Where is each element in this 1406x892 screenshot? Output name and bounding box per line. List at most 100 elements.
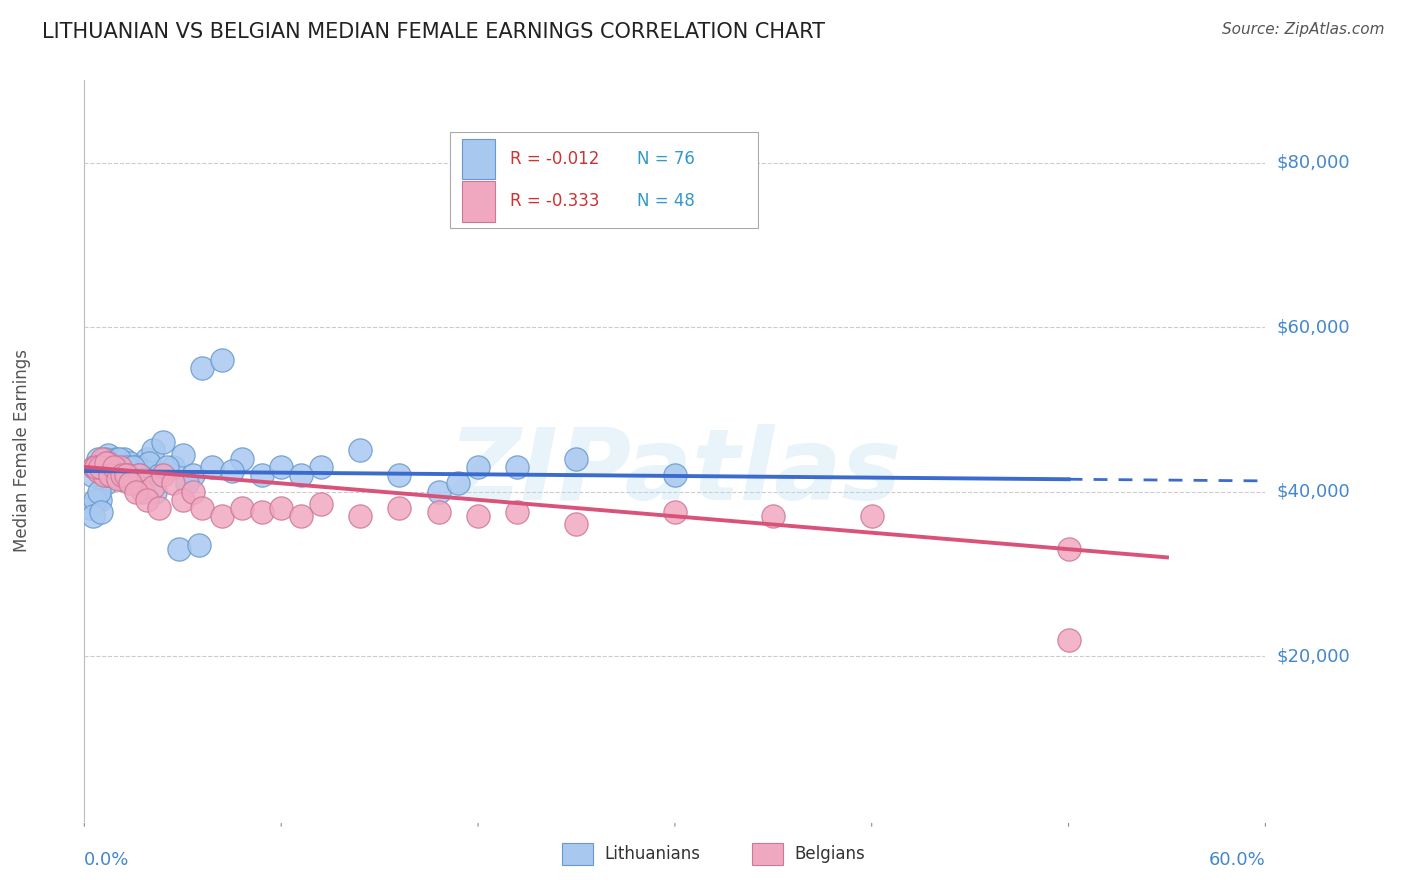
Point [187,538,209,552]
Point [118,468,141,483]
Point [211,509,233,524]
Point [131,468,153,483]
Text: $80,000: $80,000 [1277,153,1350,171]
Point [96,468,118,483]
Point [349,443,371,458]
Point [122,468,145,483]
Point [98,468,121,483]
Point [108,451,131,466]
Point [101,459,124,474]
Point [83,459,105,474]
Point [349,509,371,524]
Point [103,459,125,474]
Point [108,459,131,474]
Point [98,459,121,474]
Text: $60,000: $60,000 [1277,318,1350,336]
Point [181,468,204,483]
Point [156,459,179,474]
Text: Lithuanians: Lithuanians [605,845,700,863]
Point [138,456,160,470]
Point [152,435,174,450]
Point [467,509,489,524]
Point [93,468,115,483]
Point [117,468,139,483]
Point [114,468,136,483]
Point [309,497,332,511]
Point [191,501,214,516]
Point [250,468,273,483]
Text: Median Female Earnings: Median Female Earnings [13,349,31,552]
Point [270,501,292,516]
Point [1057,542,1080,557]
Text: 60.0%: 60.0% [1209,851,1265,869]
FancyBboxPatch shape [450,132,758,228]
Point [84,459,107,474]
Point [136,451,159,466]
Text: R = -0.012: R = -0.012 [509,150,599,168]
Point [79,501,101,516]
Point [231,451,253,466]
Point [128,468,150,483]
Point [565,451,588,466]
Point [122,476,145,491]
Point [84,492,107,507]
Point [565,517,588,532]
Point [124,459,146,474]
Point [664,505,686,519]
Text: N = 76: N = 76 [637,150,695,168]
Point [136,492,159,507]
Point [1057,632,1080,647]
Point [309,459,332,474]
Point [112,472,135,486]
Point [97,448,120,462]
Point [142,480,165,494]
Point [84,459,107,474]
Point [91,468,114,483]
Point [89,459,111,474]
Point [148,468,170,483]
Text: Source: ZipAtlas.com: Source: ZipAtlas.com [1222,22,1385,37]
Point [82,509,104,524]
Point [143,484,166,499]
Point [664,468,686,483]
Point [134,472,156,486]
Text: Belgians: Belgians [794,845,865,863]
Point [762,509,785,524]
Point [107,468,129,483]
Text: R = -0.333: R = -0.333 [509,193,599,211]
Point [117,468,139,483]
Text: LITHUANIAN VS BELGIAN MEDIAN FEMALE EARNINGS CORRELATION CHART: LITHUANIAN VS BELGIAN MEDIAN FEMALE EARN… [42,22,825,42]
Point [118,456,141,470]
Point [104,451,127,466]
Point [388,501,411,516]
Point [87,464,110,478]
Point [132,464,155,478]
Point [93,456,115,470]
Point [82,468,104,483]
Point [211,353,233,368]
Point [124,484,146,499]
Point [172,448,194,462]
Point [111,468,134,483]
Point [105,468,128,483]
Point [506,505,529,519]
Point [290,509,312,524]
Point [94,456,117,470]
Point [90,505,112,519]
Point [91,451,114,466]
Point [104,468,127,483]
Point [112,451,135,466]
Point [221,464,243,478]
FancyBboxPatch shape [463,181,495,222]
Point [270,459,292,474]
Point [132,484,155,499]
Text: $40,000: $40,000 [1277,483,1350,500]
Point [427,505,450,519]
Point [110,472,132,486]
FancyBboxPatch shape [463,138,495,179]
Point [506,459,529,474]
Point [104,459,127,474]
Point [97,456,120,470]
Point [89,492,111,507]
Point [91,459,114,474]
